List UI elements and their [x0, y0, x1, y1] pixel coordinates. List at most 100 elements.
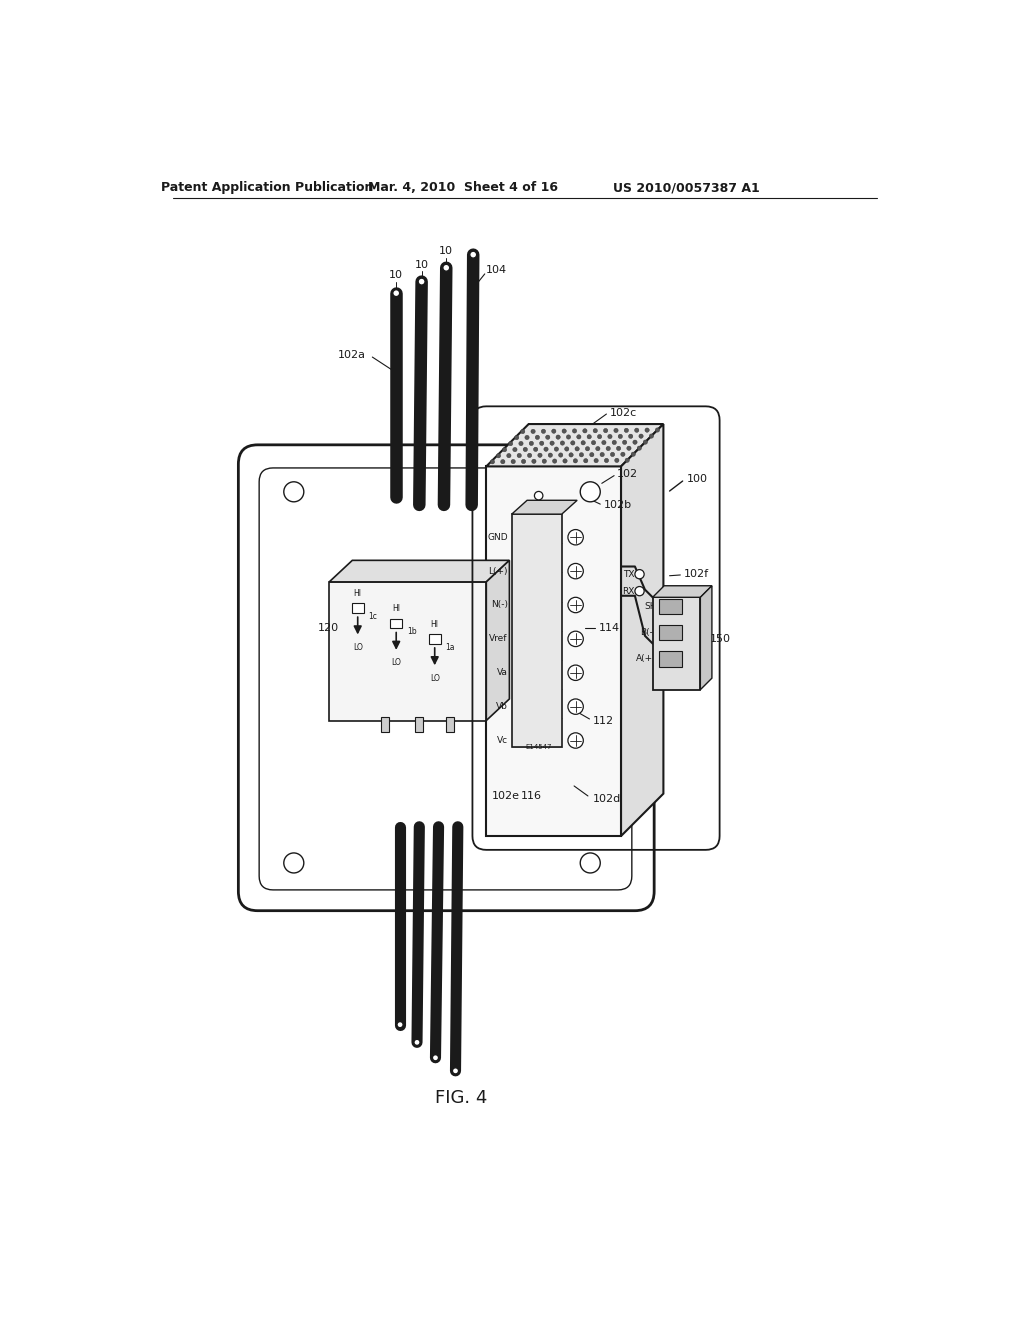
- Circle shape: [568, 733, 584, 748]
- Text: LO: LO: [353, 643, 362, 652]
- Circle shape: [534, 447, 538, 451]
- Circle shape: [580, 453, 584, 457]
- Circle shape: [635, 570, 644, 579]
- Circle shape: [523, 447, 527, 451]
- Circle shape: [520, 429, 525, 434]
- Polygon shape: [330, 582, 486, 721]
- Circle shape: [521, 459, 525, 463]
- Text: 102b: 102b: [603, 500, 632, 510]
- Polygon shape: [330, 561, 509, 582]
- Text: Vc: Vc: [497, 737, 508, 744]
- Circle shape: [514, 436, 519, 440]
- Circle shape: [550, 441, 554, 445]
- Circle shape: [613, 428, 618, 433]
- Circle shape: [553, 459, 557, 463]
- Circle shape: [645, 428, 649, 432]
- Text: 102d: 102d: [593, 795, 621, 804]
- Circle shape: [604, 458, 608, 462]
- Text: Vb: Vb: [496, 702, 508, 711]
- Circle shape: [584, 458, 588, 463]
- Circle shape: [581, 482, 600, 502]
- Text: N(-): N(-): [490, 601, 508, 610]
- Circle shape: [563, 459, 567, 463]
- Text: 10: 10: [389, 271, 403, 280]
- Circle shape: [602, 441, 606, 445]
- Polygon shape: [512, 515, 562, 747]
- Circle shape: [603, 429, 608, 433]
- Circle shape: [503, 447, 507, 451]
- Text: HI: HI: [353, 589, 361, 598]
- FancyBboxPatch shape: [239, 445, 654, 911]
- Text: 112: 112: [593, 715, 613, 726]
- Circle shape: [538, 453, 542, 458]
- Circle shape: [594, 458, 598, 463]
- Circle shape: [531, 459, 537, 463]
- Text: 104: 104: [486, 265, 508, 275]
- Circle shape: [573, 458, 578, 463]
- Circle shape: [552, 429, 556, 433]
- Circle shape: [566, 434, 570, 440]
- Circle shape: [397, 1022, 403, 1028]
- Circle shape: [470, 251, 477, 259]
- Text: 10: 10: [415, 260, 429, 269]
- Circle shape: [631, 451, 636, 457]
- Text: 102c: 102c: [609, 408, 637, 417]
- Text: 1a: 1a: [445, 643, 455, 652]
- Circle shape: [513, 447, 517, 451]
- Circle shape: [625, 458, 630, 462]
- Circle shape: [540, 441, 544, 445]
- Circle shape: [592, 441, 596, 445]
- Bar: [416, 717, 423, 733]
- Circle shape: [577, 434, 581, 440]
- Circle shape: [568, 597, 584, 612]
- Text: 10: 10: [439, 246, 454, 256]
- Text: LO: LO: [391, 659, 401, 667]
- Text: 114: 114: [599, 623, 620, 634]
- Circle shape: [637, 446, 641, 450]
- Circle shape: [649, 434, 653, 438]
- Circle shape: [560, 441, 564, 445]
- Circle shape: [284, 853, 304, 873]
- Circle shape: [544, 447, 548, 451]
- Circle shape: [625, 428, 629, 433]
- Circle shape: [635, 428, 639, 433]
- Text: Patent Application Publication: Patent Application Publication: [162, 181, 374, 194]
- Circle shape: [655, 428, 659, 432]
- Circle shape: [629, 434, 633, 438]
- Circle shape: [610, 453, 614, 457]
- Text: 120: 120: [317, 623, 339, 634]
- Circle shape: [535, 491, 543, 500]
- Circle shape: [527, 453, 531, 458]
- Circle shape: [542, 429, 546, 433]
- Text: HI: HI: [431, 620, 438, 628]
- Circle shape: [562, 429, 566, 433]
- Circle shape: [501, 459, 505, 463]
- Circle shape: [616, 446, 621, 450]
- Bar: [658, 651, 682, 667]
- Circle shape: [548, 453, 553, 457]
- Circle shape: [627, 446, 631, 450]
- Circle shape: [568, 564, 584, 579]
- Circle shape: [525, 436, 529, 440]
- Circle shape: [519, 441, 523, 446]
- Circle shape: [643, 440, 647, 445]
- Circle shape: [529, 441, 534, 446]
- Circle shape: [574, 446, 580, 451]
- Circle shape: [612, 441, 616, 445]
- Circle shape: [590, 453, 594, 457]
- Text: 102a: 102a: [338, 350, 367, 360]
- Circle shape: [564, 446, 569, 451]
- Circle shape: [569, 453, 573, 457]
- Text: L(+): L(+): [488, 566, 508, 576]
- Circle shape: [556, 436, 560, 440]
- Text: 102f: 102f: [683, 569, 709, 579]
- Circle shape: [593, 429, 597, 433]
- Text: 102e: 102e: [493, 791, 520, 801]
- Text: TX: TX: [623, 570, 634, 578]
- Bar: [429, 635, 441, 644]
- Circle shape: [432, 1055, 438, 1061]
- Text: SH: SH: [644, 602, 656, 611]
- Circle shape: [581, 853, 600, 873]
- Circle shape: [568, 529, 584, 545]
- Circle shape: [606, 446, 610, 450]
